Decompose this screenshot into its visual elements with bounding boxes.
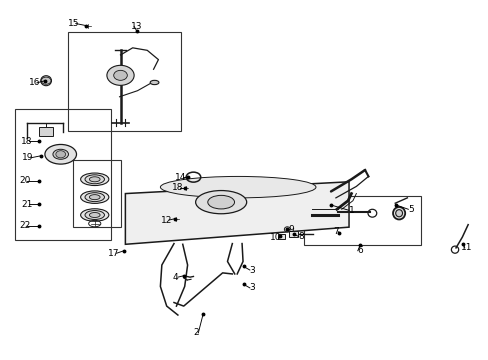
- Ellipse shape: [160, 176, 315, 198]
- Bar: [73, 160, 121, 227]
- Ellipse shape: [195, 190, 246, 214]
- Ellipse shape: [395, 210, 402, 217]
- Circle shape: [107, 65, 134, 85]
- Ellipse shape: [45, 144, 76, 164]
- Bar: [39, 127, 53, 136]
- Ellipse shape: [41, 76, 51, 86]
- Text: 6: 6: [357, 246, 363, 255]
- Text: 7: 7: [332, 227, 338, 236]
- Ellipse shape: [81, 191, 109, 203]
- Text: 2: 2: [193, 328, 198, 337]
- Polygon shape: [125, 182, 348, 244]
- Text: 21: 21: [21, 200, 32, 209]
- Bar: [68, 32, 181, 131]
- Bar: [15, 109, 111, 240]
- Ellipse shape: [392, 207, 405, 220]
- Ellipse shape: [81, 209, 109, 221]
- Text: 4: 4: [172, 273, 178, 282]
- Ellipse shape: [89, 195, 100, 200]
- Ellipse shape: [85, 193, 104, 202]
- Ellipse shape: [150, 80, 159, 85]
- Text: 17: 17: [108, 249, 120, 258]
- Ellipse shape: [207, 195, 234, 209]
- Text: 3: 3: [249, 283, 255, 292]
- Text: 11: 11: [461, 243, 472, 252]
- Circle shape: [56, 151, 65, 158]
- Text: 16: 16: [29, 78, 40, 87]
- Ellipse shape: [284, 227, 289, 232]
- Ellipse shape: [85, 211, 104, 220]
- Ellipse shape: [89, 177, 100, 182]
- Ellipse shape: [89, 212, 100, 217]
- Text: 5: 5: [407, 205, 413, 214]
- Text: 12: 12: [161, 216, 172, 225]
- Text: 18: 18: [171, 183, 183, 192]
- Text: 8: 8: [297, 232, 303, 241]
- Text: 19: 19: [22, 153, 34, 162]
- Ellipse shape: [53, 149, 68, 159]
- Ellipse shape: [81, 173, 109, 185]
- Text: 22: 22: [19, 221, 30, 230]
- Text: 20: 20: [19, 176, 30, 185]
- Text: 3: 3: [249, 266, 255, 275]
- Bar: [288, 231, 297, 237]
- Ellipse shape: [85, 175, 104, 184]
- Text: 10: 10: [270, 233, 281, 242]
- Text: 9: 9: [288, 225, 293, 234]
- Text: 13: 13: [131, 22, 142, 31]
- Bar: [277, 234, 285, 239]
- Text: 1: 1: [348, 206, 354, 215]
- Text: 18: 18: [21, 137, 32, 146]
- Text: 15: 15: [67, 19, 79, 28]
- Text: 14: 14: [174, 173, 185, 182]
- Circle shape: [114, 70, 127, 80]
- Circle shape: [41, 77, 51, 84]
- Bar: [303, 196, 421, 245]
